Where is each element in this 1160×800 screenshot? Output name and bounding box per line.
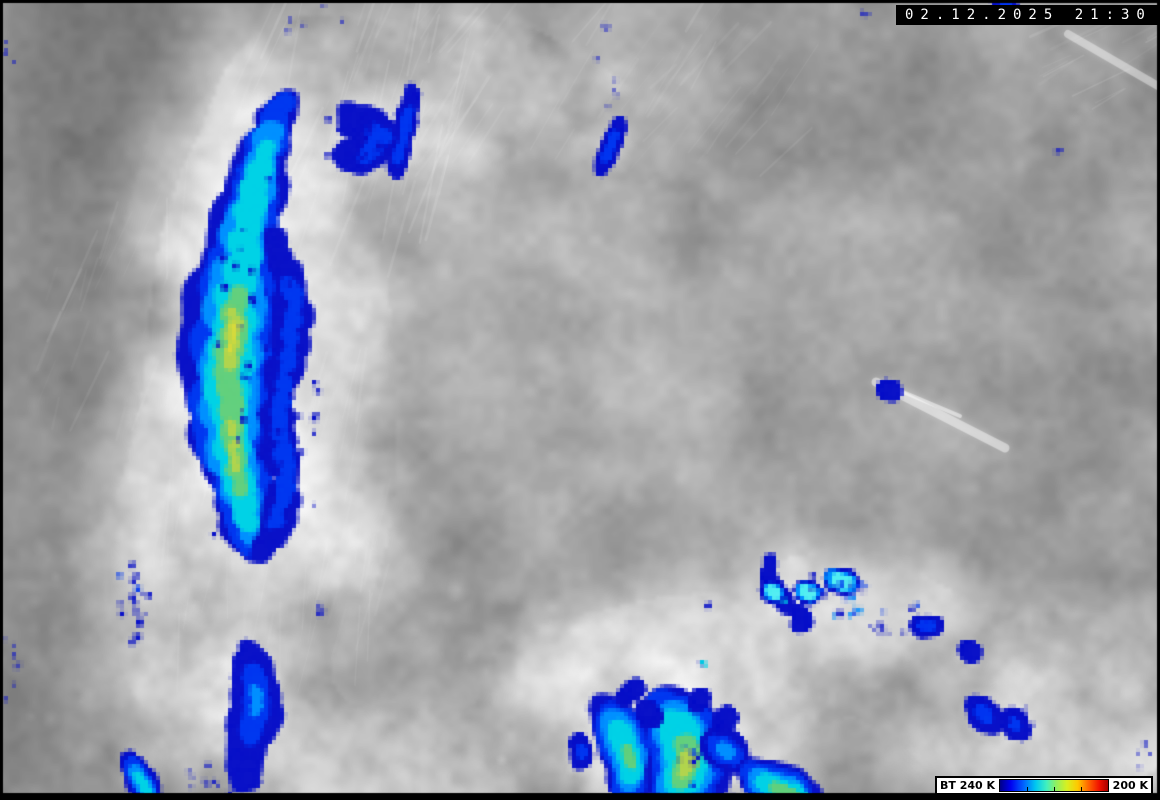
- colorbar-right-label: 200 K: [1112, 779, 1148, 792]
- timestamp-text: 02.12.2025 21:30: [905, 7, 1152, 23]
- colorbar-tick: [1080, 787, 1082, 791]
- timestamp-overlay: 02.12.2025 21:30: [896, 5, 1158, 25]
- colorbar-tick: [1026, 787, 1028, 791]
- colorbar-left-label: BT 240 K: [940, 779, 996, 792]
- colorbar-gradient: [999, 779, 1109, 792]
- colorbar-legend: BT 240 K 200 K: [935, 776, 1153, 795]
- colorbar-tick: [1053, 787, 1055, 791]
